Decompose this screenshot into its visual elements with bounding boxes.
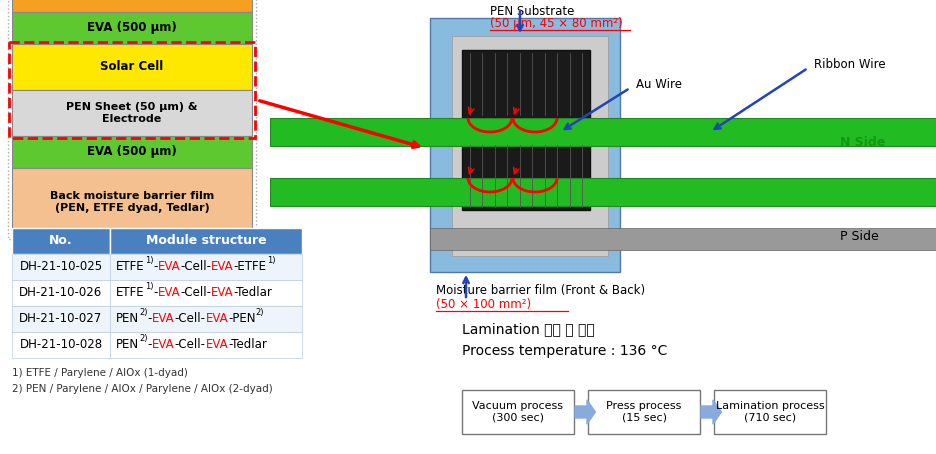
Text: -Cell-: -Cell- bbox=[180, 286, 212, 300]
Bar bbox=[12, 254, 110, 280]
Text: N Side: N Side bbox=[840, 135, 885, 148]
Text: EVA (500 μm): EVA (500 μm) bbox=[87, 21, 177, 35]
Text: EVA: EVA bbox=[206, 312, 228, 326]
Text: Back moisture barrier film
(PEN, ETFE dyad, Tedlar): Back moisture barrier film (PEN, ETFE dy… bbox=[50, 191, 214, 213]
Bar bbox=[110, 254, 302, 280]
Text: 1): 1) bbox=[145, 282, 154, 291]
Text: -Cell-: -Cell- bbox=[180, 261, 212, 273]
Text: -Tedlar: -Tedlar bbox=[228, 339, 267, 351]
Text: Process temperature : 136 °C: Process temperature : 136 °C bbox=[462, 344, 667, 358]
Bar bbox=[452, 36, 608, 256]
Bar bbox=[12, 0, 252, 12]
Text: PEN: PEN bbox=[116, 312, 139, 326]
Text: EVA: EVA bbox=[157, 286, 180, 300]
Bar bbox=[12, 168, 252, 236]
Text: DH-21-10-027: DH-21-10-027 bbox=[20, 312, 103, 326]
Text: Lamination 조건 및 구조: Lamination 조건 및 구조 bbox=[462, 322, 594, 336]
Bar bbox=[12, 306, 110, 332]
Text: (50 × 100 mm²): (50 × 100 mm²) bbox=[436, 298, 531, 311]
Text: PEN Substrate: PEN Substrate bbox=[490, 5, 575, 18]
Text: EVA (500 μm): EVA (500 μm) bbox=[87, 145, 177, 158]
Text: 2): 2) bbox=[139, 334, 148, 343]
Text: Solar Cell: Solar Cell bbox=[100, 60, 164, 74]
Text: 2) PEN / Parylene / AlOx / Parylene / AlOx (2-dyad): 2) PEN / Parylene / AlOx / Parylene / Al… bbox=[12, 384, 272, 394]
Bar bbox=[8, 0, 256, 239]
Text: -ETFE: -ETFE bbox=[234, 261, 267, 273]
Bar bbox=[12, 90, 252, 136]
Text: DH-21-10-028: DH-21-10-028 bbox=[20, 339, 103, 351]
Text: Vacuum process
(300 sec): Vacuum process (300 sec) bbox=[473, 401, 563, 423]
Bar bbox=[12, 136, 252, 168]
Bar bbox=[12, 332, 110, 358]
Text: -PEN: -PEN bbox=[228, 312, 256, 326]
Text: 2): 2) bbox=[256, 308, 264, 317]
Bar bbox=[270, 118, 936, 146]
Text: EVA: EVA bbox=[212, 286, 234, 300]
Bar bbox=[110, 332, 302, 358]
Bar bbox=[462, 50, 590, 118]
Text: PEN Sheet (50 μm) &
Electrode: PEN Sheet (50 μm) & Electrode bbox=[66, 102, 197, 124]
Text: Ribbon Wire: Ribbon Wire bbox=[814, 58, 885, 70]
Bar bbox=[12, 228, 110, 254]
Text: 1): 1) bbox=[267, 256, 275, 265]
Bar bbox=[12, 44, 252, 90]
Text: EVA: EVA bbox=[157, 261, 180, 273]
FancyArrow shape bbox=[701, 400, 722, 424]
Text: EVA: EVA bbox=[212, 261, 234, 273]
Text: DH-21-10-026: DH-21-10-026 bbox=[20, 286, 103, 300]
Text: 1): 1) bbox=[145, 256, 154, 265]
Text: PEN: PEN bbox=[116, 339, 139, 351]
Text: (50 μm, 45 × 80 mm²): (50 μm, 45 × 80 mm²) bbox=[490, 17, 622, 30]
Text: -: - bbox=[148, 312, 152, 326]
Text: ETFE: ETFE bbox=[116, 286, 145, 300]
Text: Moisture barrier film (Front & Back): Moisture barrier film (Front & Back) bbox=[436, 284, 645, 297]
Text: -Tedlar: -Tedlar bbox=[234, 286, 272, 300]
Bar bbox=[12, 280, 110, 306]
FancyArrow shape bbox=[575, 400, 595, 424]
Bar bbox=[12, 12, 252, 44]
Bar bbox=[110, 228, 302, 254]
Bar bbox=[714, 390, 826, 434]
Text: 2): 2) bbox=[139, 308, 148, 317]
Text: ETFE: ETFE bbox=[116, 261, 145, 273]
Text: EVA: EVA bbox=[206, 339, 228, 351]
Bar bbox=[430, 18, 620, 272]
Bar bbox=[462, 390, 574, 434]
Text: -: - bbox=[154, 286, 157, 300]
Bar bbox=[9, 42, 255, 138]
Bar bbox=[270, 178, 936, 206]
Text: Lamination process
(710 sec): Lamination process (710 sec) bbox=[716, 401, 825, 423]
Text: P Side: P Side bbox=[840, 230, 879, 242]
Text: -: - bbox=[148, 339, 152, 351]
Text: Module structure: Module structure bbox=[146, 235, 267, 247]
Text: DH-21-10-025: DH-21-10-025 bbox=[20, 261, 103, 273]
Text: No.: No. bbox=[50, 235, 73, 247]
Bar bbox=[110, 306, 302, 332]
Text: -Cell-: -Cell- bbox=[175, 339, 206, 351]
Bar bbox=[430, 228, 936, 250]
Text: -Cell-: -Cell- bbox=[175, 312, 206, 326]
Bar bbox=[462, 142, 590, 210]
Bar bbox=[110, 280, 302, 306]
Text: Au Wire: Au Wire bbox=[636, 79, 682, 92]
Text: -: - bbox=[154, 261, 157, 273]
Text: EVA: EVA bbox=[152, 339, 175, 351]
Bar bbox=[588, 390, 700, 434]
Text: 1) ETFE / Parylene / AlOx (1-dyad): 1) ETFE / Parylene / AlOx (1-dyad) bbox=[12, 368, 188, 378]
Text: Press process
(15 sec): Press process (15 sec) bbox=[607, 401, 681, 423]
Text: EVA: EVA bbox=[152, 312, 175, 326]
